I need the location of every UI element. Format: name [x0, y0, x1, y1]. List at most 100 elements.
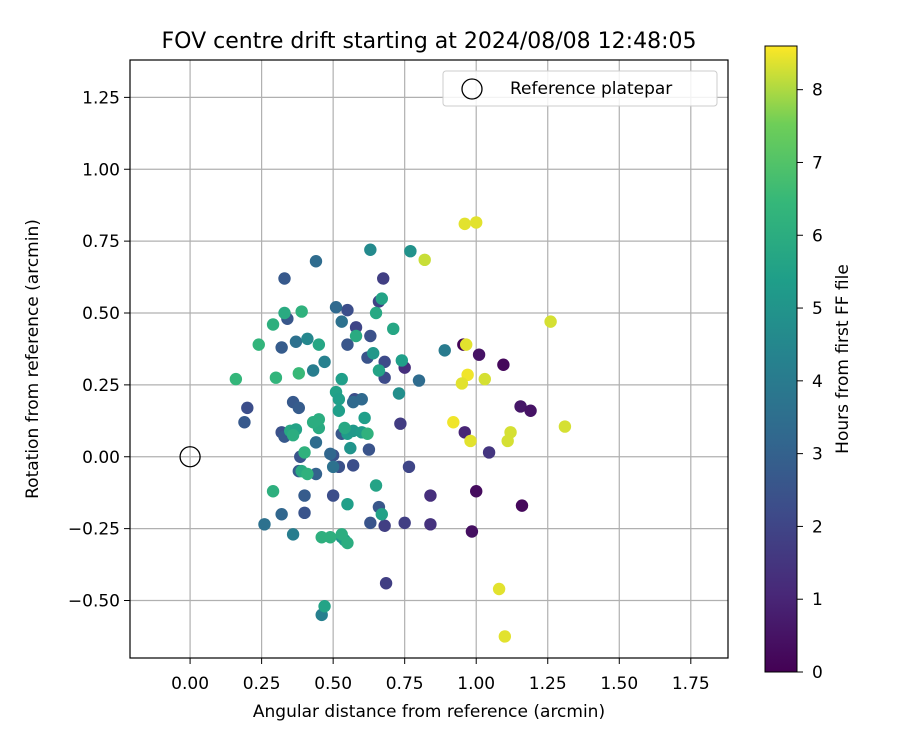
- data-point: [286, 528, 300, 541]
- data-point: [275, 341, 288, 354]
- colorbar-tick-label: 8: [812, 81, 823, 101]
- data-point: [424, 489, 437, 502]
- data-point: [326, 489, 340, 502]
- data-point: [464, 434, 477, 448]
- y-axis-label: Rotation from reference (arcmin): [23, 219, 43, 499]
- data-point: [269, 371, 283, 384]
- data-point: [349, 321, 363, 334]
- data-point: [375, 292, 388, 305]
- data-point: [315, 531, 328, 544]
- x-axis-label: Angular distance from reference (arcmin): [253, 702, 605, 722]
- data-point: [332, 393, 346, 406]
- colorbar-label: Hours from first FF file: [833, 264, 853, 454]
- data-point: [398, 516, 411, 530]
- data-point: [465, 525, 479, 538]
- y-axis-ticks: −0.50 −0.25 0.00 0.25 0.50 0.75 1.00 1.25: [68, 88, 130, 612]
- data-point: [361, 427, 374, 440]
- data-point: [295, 305, 308, 318]
- data-point: [292, 367, 306, 380]
- data-point: [472, 348, 486, 361]
- data-point: [335, 372, 348, 386]
- data-point: [301, 332, 314, 346]
- data-point: [266, 485, 280, 498]
- data-point: [309, 467, 323, 481]
- data-point: [455, 377, 469, 390]
- x-tick-label: 1.50: [600, 674, 638, 694]
- data-point: [412, 374, 426, 387]
- y-tick-label: 0.75: [82, 232, 120, 252]
- data-point: [341, 303, 354, 317]
- data-point: [241, 401, 254, 415]
- data-point: [402, 460, 416, 474]
- data-point: [341, 536, 354, 550]
- data-point: [470, 216, 483, 229]
- legend-box: [442, 70, 718, 107]
- data-point: [379, 577, 393, 590]
- data-point: [558, 420, 572, 433]
- data-point: [438, 344, 451, 357]
- y-tick-label: 0.50: [82, 304, 120, 324]
- legend-marker: [461, 78, 483, 100]
- data-point: [326, 460, 340, 474]
- y-tick-label: 1.25: [82, 88, 120, 108]
- data-point: [492, 582, 506, 596]
- y-tick-label: 0.25: [82, 376, 120, 396]
- data-point: [515, 499, 529, 512]
- data-point: [364, 243, 377, 256]
- data-point: [301, 467, 314, 481]
- colorbar-tick-label: 0: [812, 663, 823, 683]
- data-point: [312, 413, 326, 426]
- data-point: [266, 318, 280, 331]
- x-tick-label: 0.50: [314, 674, 352, 694]
- x-tick-label: 1.00: [457, 674, 495, 694]
- data-point: [355, 393, 368, 406]
- colorbar-tick-label: 5: [812, 299, 823, 319]
- data-point: [395, 354, 409, 367]
- x-tick-label: 0.75: [386, 674, 424, 694]
- data-point: [298, 506, 311, 520]
- data-point: [377, 272, 390, 285]
- reference-marker-group: [179, 446, 201, 468]
- data-point: [229, 372, 243, 386]
- legend-label: Reference platepar: [510, 79, 672, 99]
- y-tick-label: −0.50: [68, 592, 120, 612]
- x-tick-label: 1.75: [672, 674, 710, 694]
- reference-platepar-marker: [179, 446, 201, 468]
- data-point: [324, 447, 337, 461]
- data-point: [338, 421, 351, 435]
- data-point: [278, 272, 291, 285]
- data-point: [482, 446, 496, 459]
- data-point: [252, 338, 265, 351]
- data-point: [378, 519, 391, 532]
- data-point: [367, 347, 380, 360]
- data-point: [458, 217, 471, 231]
- data-points: [229, 216, 572, 643]
- colorbar-tick-label: 4: [812, 372, 823, 392]
- data-point: [238, 416, 251, 429]
- data-point: [306, 364, 320, 377]
- data-point: [478, 372, 491, 386]
- data-point: [309, 436, 323, 449]
- data-point: [459, 338, 473, 351]
- data-point: [346, 459, 360, 472]
- data-point: [497, 358, 510, 371]
- legend: Reference platepar: [442, 70, 718, 107]
- data-point: [324, 531, 337, 544]
- data-point: [362, 443, 376, 456]
- data-point: [375, 508, 388, 521]
- colorbar-tick-label: 7: [812, 153, 823, 173]
- data-point: [312, 338, 326, 351]
- data-point: [501, 434, 514, 448]
- colorbar-tick-label: 1: [812, 590, 823, 610]
- data-point: [286, 428, 300, 442]
- colorbar: 0 1 2 3 4 5 6 7 8 Hours from first FF file: [764, 45, 853, 683]
- data-point: [369, 479, 383, 492]
- y-tick-label: 0.00: [82, 448, 120, 468]
- x-tick-label: 0.25: [243, 674, 281, 694]
- data-point: [329, 301, 343, 314]
- data-point: [298, 446, 311, 459]
- data-point: [514, 400, 527, 413]
- data-point: [318, 355, 331, 369]
